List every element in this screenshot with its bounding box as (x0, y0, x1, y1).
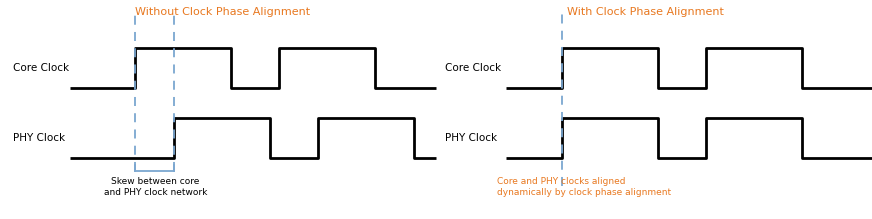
Text: PHY Clock: PHY Clock (445, 133, 497, 143)
Text: PHY Clock: PHY Clock (13, 133, 65, 143)
Text: Skew between core
and PHY clock network: Skew between core and PHY clock network (104, 177, 207, 197)
Text: Core and PHY clocks aligned
dynamically by clock phase alignment: Core and PHY clocks aligned dynamically … (497, 177, 671, 197)
Text: Core Clock: Core Clock (13, 63, 69, 73)
Text: Core Clock: Core Clock (445, 63, 501, 73)
Text: Without Clock Phase Alignment: Without Clock Phase Alignment (135, 7, 310, 17)
Text: With Clock Phase Alignment: With Clock Phase Alignment (567, 7, 724, 17)
